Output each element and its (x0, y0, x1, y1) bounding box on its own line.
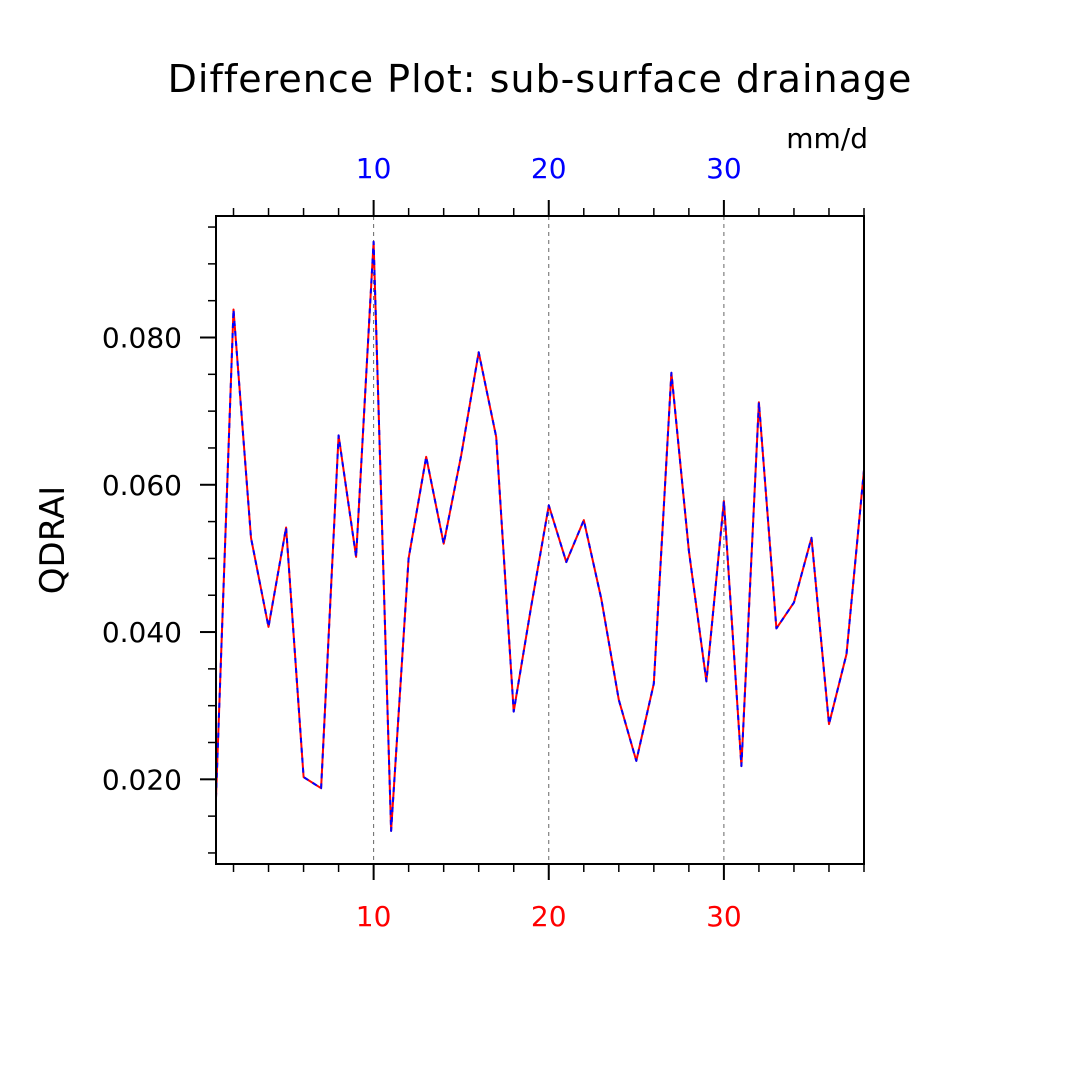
x-tick-label-bottom: 20 (531, 900, 567, 933)
y-tick-label: 0.080 (102, 322, 182, 355)
y-tick-label: 0.020 (102, 763, 182, 796)
chart-title: Difference Plot: sub-surface drainage (168, 57, 913, 101)
x-tick-label-top: 30 (706, 152, 742, 185)
label-layer: 10 10 20 20 30 30 0.020 0.040 0.060 0.080 (102, 152, 742, 933)
x-tick-label-top: 20 (531, 152, 567, 185)
x-tick-label-top: 10 (356, 152, 392, 185)
series-layer (215, 240, 865, 832)
units-label: mm/d (786, 122, 868, 155)
grid-layer (373, 216, 725, 864)
x-tick-label-bottom: 10 (356, 900, 392, 933)
y-axis-label: QDRAI (33, 486, 73, 594)
y-tick-label: 0.060 (102, 469, 182, 502)
series-line-solid (215, 240, 865, 832)
tick-layer (200, 200, 865, 880)
x-tick-label-bottom: 30 (706, 900, 742, 933)
y-tick-label: 0.040 (102, 616, 182, 649)
plot-frame (215, 215, 865, 865)
series-line-dashed (215, 240, 865, 832)
